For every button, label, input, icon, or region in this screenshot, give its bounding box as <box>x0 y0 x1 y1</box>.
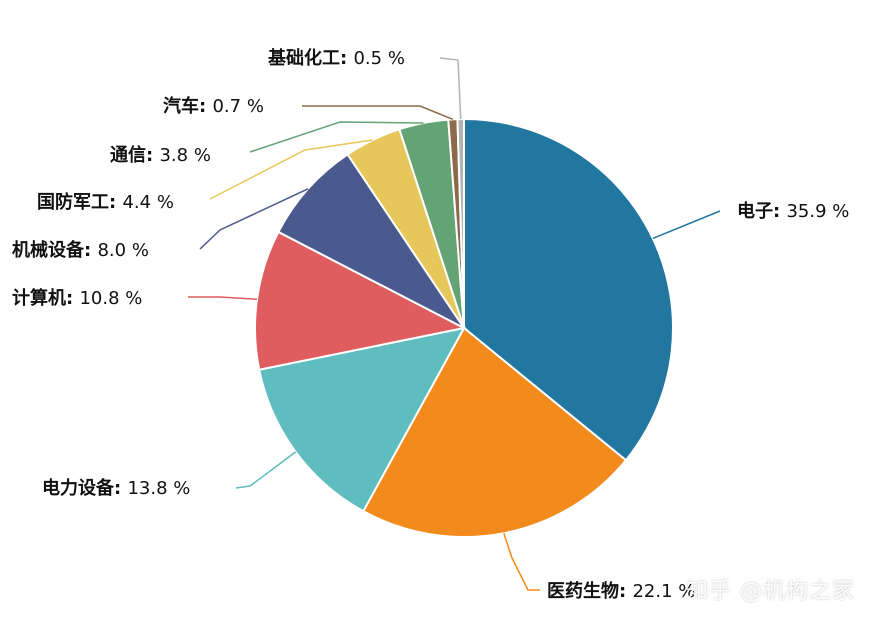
slice-label-sep: : <box>109 192 122 213</box>
slice-label-value: 8.0 % <box>97 240 148 261</box>
slice-label-sep: : <box>773 201 786 222</box>
slice-label-name: 机械设备 <box>12 239 85 261</box>
leader-line-3 <box>235 451 297 489</box>
slice-label-value: 3.8 % <box>159 145 210 166</box>
slice-label-value: 22.1 % <box>632 581 695 602</box>
leader-lines <box>188 57 721 591</box>
slice-label-1: 电子: 35.9 % <box>737 200 849 222</box>
leader-line-4 <box>188 296 258 300</box>
slice-label-name: 基础化工 <box>267 47 340 69</box>
leader-line-5 <box>199 188 309 250</box>
pie-slice-9 <box>456 117 465 329</box>
slice-label-sep: : <box>340 48 353 69</box>
slice-label-9: 基础化工: 0.5 % <box>267 47 405 69</box>
leader-line-8 <box>302 105 454 120</box>
slice-label-name: 电力设备 <box>42 477 115 499</box>
slice-label-sep: : <box>146 145 159 166</box>
pie-slice-2 <box>361 326 628 539</box>
watermark: 知乎 @机构之家 <box>686 579 855 604</box>
slice-label-2: 医药生物: 22.1 % <box>547 580 695 602</box>
leader-line-7 <box>249 121 424 153</box>
slice-label-8: 汽车: 0.7 % <box>163 95 264 117</box>
slice-label-7: 通信: 3.8 % <box>110 144 211 166</box>
slice-label-value: 0.5 % <box>353 48 404 69</box>
leader-line-6 <box>209 139 373 200</box>
slice-label-4: 计算机: 10.8 % <box>12 287 142 309</box>
leader-line-2 <box>503 532 540 591</box>
slice-label-5: 机械设备: 8.0 % <box>12 239 149 261</box>
slice-label-name: 电子 <box>737 200 773 222</box>
slice-label-value: 13.8 % <box>127 478 190 499</box>
leader-line-1 <box>652 210 721 240</box>
slice-label-sep: : <box>199 96 212 117</box>
slice-label-sep: : <box>114 478 127 499</box>
slice-labels: 电子: 35.9 % 医药生物: 22.1 % 电力设备: 13.8 % 计算机: 1… <box>12 47 849 602</box>
pie-slice-5 <box>277 153 465 329</box>
slice-label-sep: : <box>84 240 97 261</box>
slice-label-sep: : <box>619 581 632 602</box>
slice-label-6: 国防军工: 4.4 % <box>37 191 174 213</box>
slice-label-value: 10.8 % <box>79 288 142 309</box>
slice-label-name: 计算机 <box>12 287 66 309</box>
slice-label-sep: : <box>66 288 79 309</box>
slice-label-name: 汽车 <box>163 95 199 117</box>
slice-label-name: 国防军工 <box>37 191 109 213</box>
slice-label-value: 4.4 % <box>122 192 173 213</box>
leader-line-9 <box>439 57 462 120</box>
slice-label-3: 电力设备: 13.8 % <box>42 477 190 499</box>
slice-label-value: 35.9 % <box>786 201 849 222</box>
slice-label-value: 0.7 % <box>212 96 263 117</box>
pie-slices <box>254 117 674 539</box>
slice-label-name: 通信 <box>110 144 146 166</box>
slice-label-name: 医药生物 <box>547 580 619 602</box>
